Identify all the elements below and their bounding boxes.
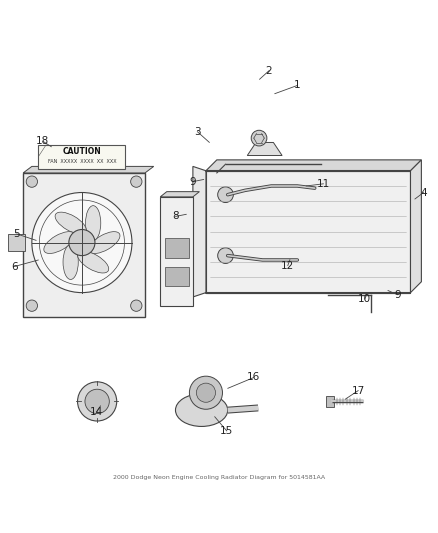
Circle shape (251, 130, 267, 146)
Polygon shape (410, 160, 421, 293)
Text: 2: 2 (266, 66, 272, 76)
Text: FAN  XXXXX  XXXX  XX  XXX: FAN XXXXX XXXX XX XXX (48, 159, 116, 164)
Text: 15: 15 (220, 426, 233, 436)
Circle shape (85, 389, 110, 414)
Text: CAUTION: CAUTION (63, 147, 101, 156)
Circle shape (32, 192, 132, 293)
Text: 17: 17 (352, 385, 365, 395)
Circle shape (196, 383, 215, 402)
Circle shape (131, 300, 142, 311)
Text: 9: 9 (394, 290, 401, 300)
Text: 4: 4 (420, 188, 427, 198)
Text: 6: 6 (11, 262, 18, 271)
Ellipse shape (89, 232, 120, 254)
Text: 18: 18 (36, 136, 49, 146)
Circle shape (26, 176, 38, 187)
Circle shape (26, 300, 38, 311)
Bar (165, 238, 188, 258)
Circle shape (78, 382, 117, 421)
Polygon shape (206, 171, 410, 293)
Text: 16: 16 (247, 373, 261, 383)
Polygon shape (247, 142, 282, 156)
Polygon shape (160, 192, 199, 197)
Ellipse shape (63, 245, 78, 279)
Polygon shape (193, 166, 206, 297)
Bar (8, 234, 25, 251)
Polygon shape (23, 166, 154, 173)
Ellipse shape (55, 212, 86, 234)
Circle shape (218, 248, 233, 263)
Circle shape (218, 187, 233, 203)
Text: 3: 3 (194, 126, 201, 136)
Circle shape (69, 230, 95, 256)
Text: 11: 11 (317, 179, 330, 189)
Text: 2000 Dodge Neon Engine Cooling Radiator Diagram for 5014581AA: 2000 Dodge Neon Engine Cooling Radiator … (113, 475, 325, 480)
Bar (160, 197, 193, 305)
Text: 9: 9 (190, 176, 196, 187)
Text: 12: 12 (281, 261, 294, 271)
Bar (325, 396, 334, 407)
Circle shape (189, 376, 223, 409)
Bar (165, 266, 188, 286)
Circle shape (131, 176, 142, 187)
Ellipse shape (85, 206, 101, 240)
Ellipse shape (44, 232, 75, 254)
Bar (39, 144, 125, 168)
Bar (23, 173, 145, 317)
Ellipse shape (78, 251, 109, 273)
Text: 14: 14 (90, 407, 103, 417)
Text: 1: 1 (294, 80, 300, 91)
Text: 10: 10 (358, 294, 371, 304)
Text: 8: 8 (172, 212, 179, 221)
Polygon shape (206, 160, 421, 171)
Ellipse shape (176, 394, 228, 426)
Text: 5: 5 (13, 229, 20, 239)
